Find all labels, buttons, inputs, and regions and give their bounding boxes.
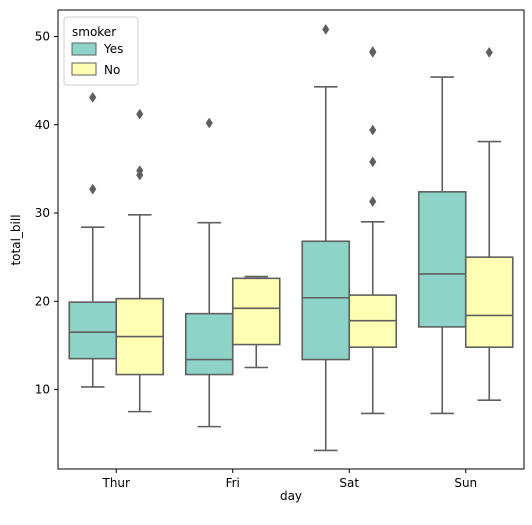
box-no-thur bbox=[115, 108, 165, 413]
box-yes-thur bbox=[68, 91, 118, 388]
x-tick-label: Sat bbox=[339, 476, 359, 490]
iqr-box bbox=[68, 301, 118, 360]
outlier-point bbox=[485, 46, 493, 58]
outlier-point bbox=[369, 46, 377, 57]
outlier-point bbox=[205, 117, 213, 129]
iqr-box bbox=[184, 312, 234, 376]
legend-swatch-no bbox=[71, 62, 97, 76]
y-axis-label: total_bill bbox=[9, 214, 23, 265]
box-yes-fri bbox=[184, 117, 234, 428]
outlier-point bbox=[369, 156, 377, 168]
outlier-point bbox=[89, 183, 97, 195]
outlier-point bbox=[369, 196, 377, 207]
legend-label-yes: Yes bbox=[103, 42, 123, 56]
y-tick-label: 30 bbox=[35, 206, 50, 220]
box-yes-sat bbox=[301, 23, 351, 452]
outlier-point bbox=[89, 91, 97, 103]
legend-label-no: No bbox=[104, 63, 120, 77]
outlier-point bbox=[136, 108, 144, 120]
legend-item-yes: Yes bbox=[71, 42, 123, 56]
box-yes-sun bbox=[417, 76, 467, 415]
y-tick-label: 40 bbox=[35, 118, 50, 132]
box-no-sun bbox=[464, 46, 514, 401]
y-tick-label: 50 bbox=[35, 29, 50, 43]
plot-frame bbox=[57, 9, 525, 470]
outlier-point bbox=[369, 124, 377, 136]
legend-item-no: No bbox=[71, 62, 120, 77]
outlier-point bbox=[322, 23, 330, 35]
plot-layer bbox=[68, 23, 514, 452]
legend: smoker Yes No bbox=[63, 16, 139, 86]
outlier-point bbox=[136, 165, 144, 177]
box-no-sat bbox=[348, 46, 398, 415]
x-axis-label: day bbox=[280, 489, 302, 503]
x-tick-label: Thur bbox=[102, 476, 131, 490]
iqr-box bbox=[231, 277, 281, 346]
legend-swatch-yes bbox=[71, 42, 97, 56]
legend-title: smoker bbox=[72, 25, 116, 39]
iqr-box bbox=[464, 256, 514, 348]
box-no-fri bbox=[231, 275, 281, 369]
x-axis: Thur Fri Sat Sun bbox=[102, 469, 477, 490]
y-tick-label: 10 bbox=[35, 383, 50, 397]
x-tick-label: Sun bbox=[454, 476, 477, 490]
y-tick-label: 20 bbox=[35, 294, 50, 308]
x-tick-label: Fri bbox=[226, 476, 240, 490]
iqr-box bbox=[301, 240, 351, 361]
y-axis: 10 20 30 40 50 bbox=[35, 29, 58, 397]
iqr-box bbox=[417, 191, 467, 328]
